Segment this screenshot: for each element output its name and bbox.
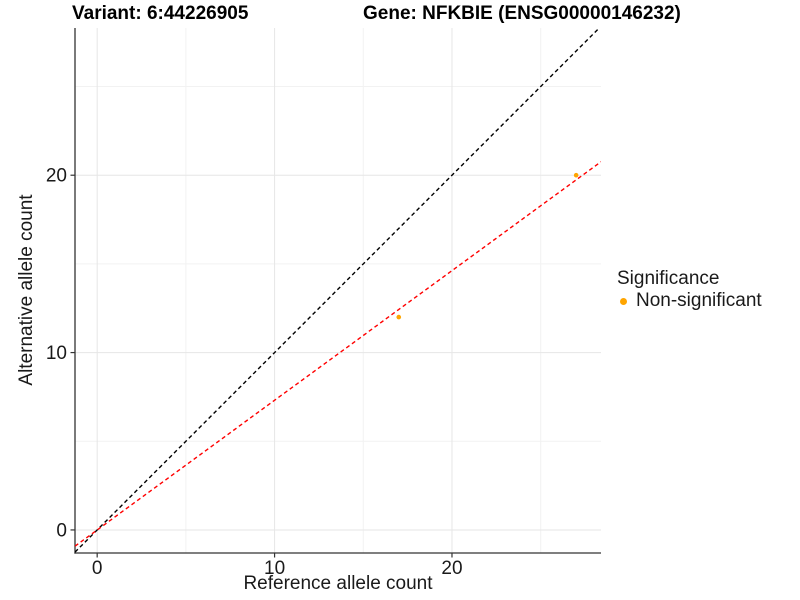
data-point xyxy=(396,314,402,320)
fit-line xyxy=(75,161,601,547)
legend-title: Significance xyxy=(617,268,720,289)
legend-entry: Non-significant xyxy=(617,290,762,312)
data-point xyxy=(573,172,579,178)
y-axis-title: Alternative allele count xyxy=(16,194,37,386)
legend-entry-label: Non-significant xyxy=(636,290,762,311)
x-axis-title: Reference allele count xyxy=(243,573,433,594)
x-tick-label: 10 xyxy=(264,558,285,579)
x-tick-label: 20 xyxy=(441,558,462,579)
y-tick-label: 20 xyxy=(46,166,67,187)
gene-title: Gene: NFKBIE (ENSG00000146232) xyxy=(363,3,681,24)
legend-point-icon xyxy=(620,297,627,305)
y-tick-label: 10 xyxy=(46,343,67,364)
x-tick-label: 0 xyxy=(92,558,103,579)
variant-title: Variant: 6:44226905 xyxy=(72,3,249,24)
legend: Significance Non-significant xyxy=(617,268,762,312)
y-tick-label: 0 xyxy=(56,520,67,541)
legend-entries: Non-significant xyxy=(617,290,762,312)
identity-line xyxy=(75,28,601,553)
